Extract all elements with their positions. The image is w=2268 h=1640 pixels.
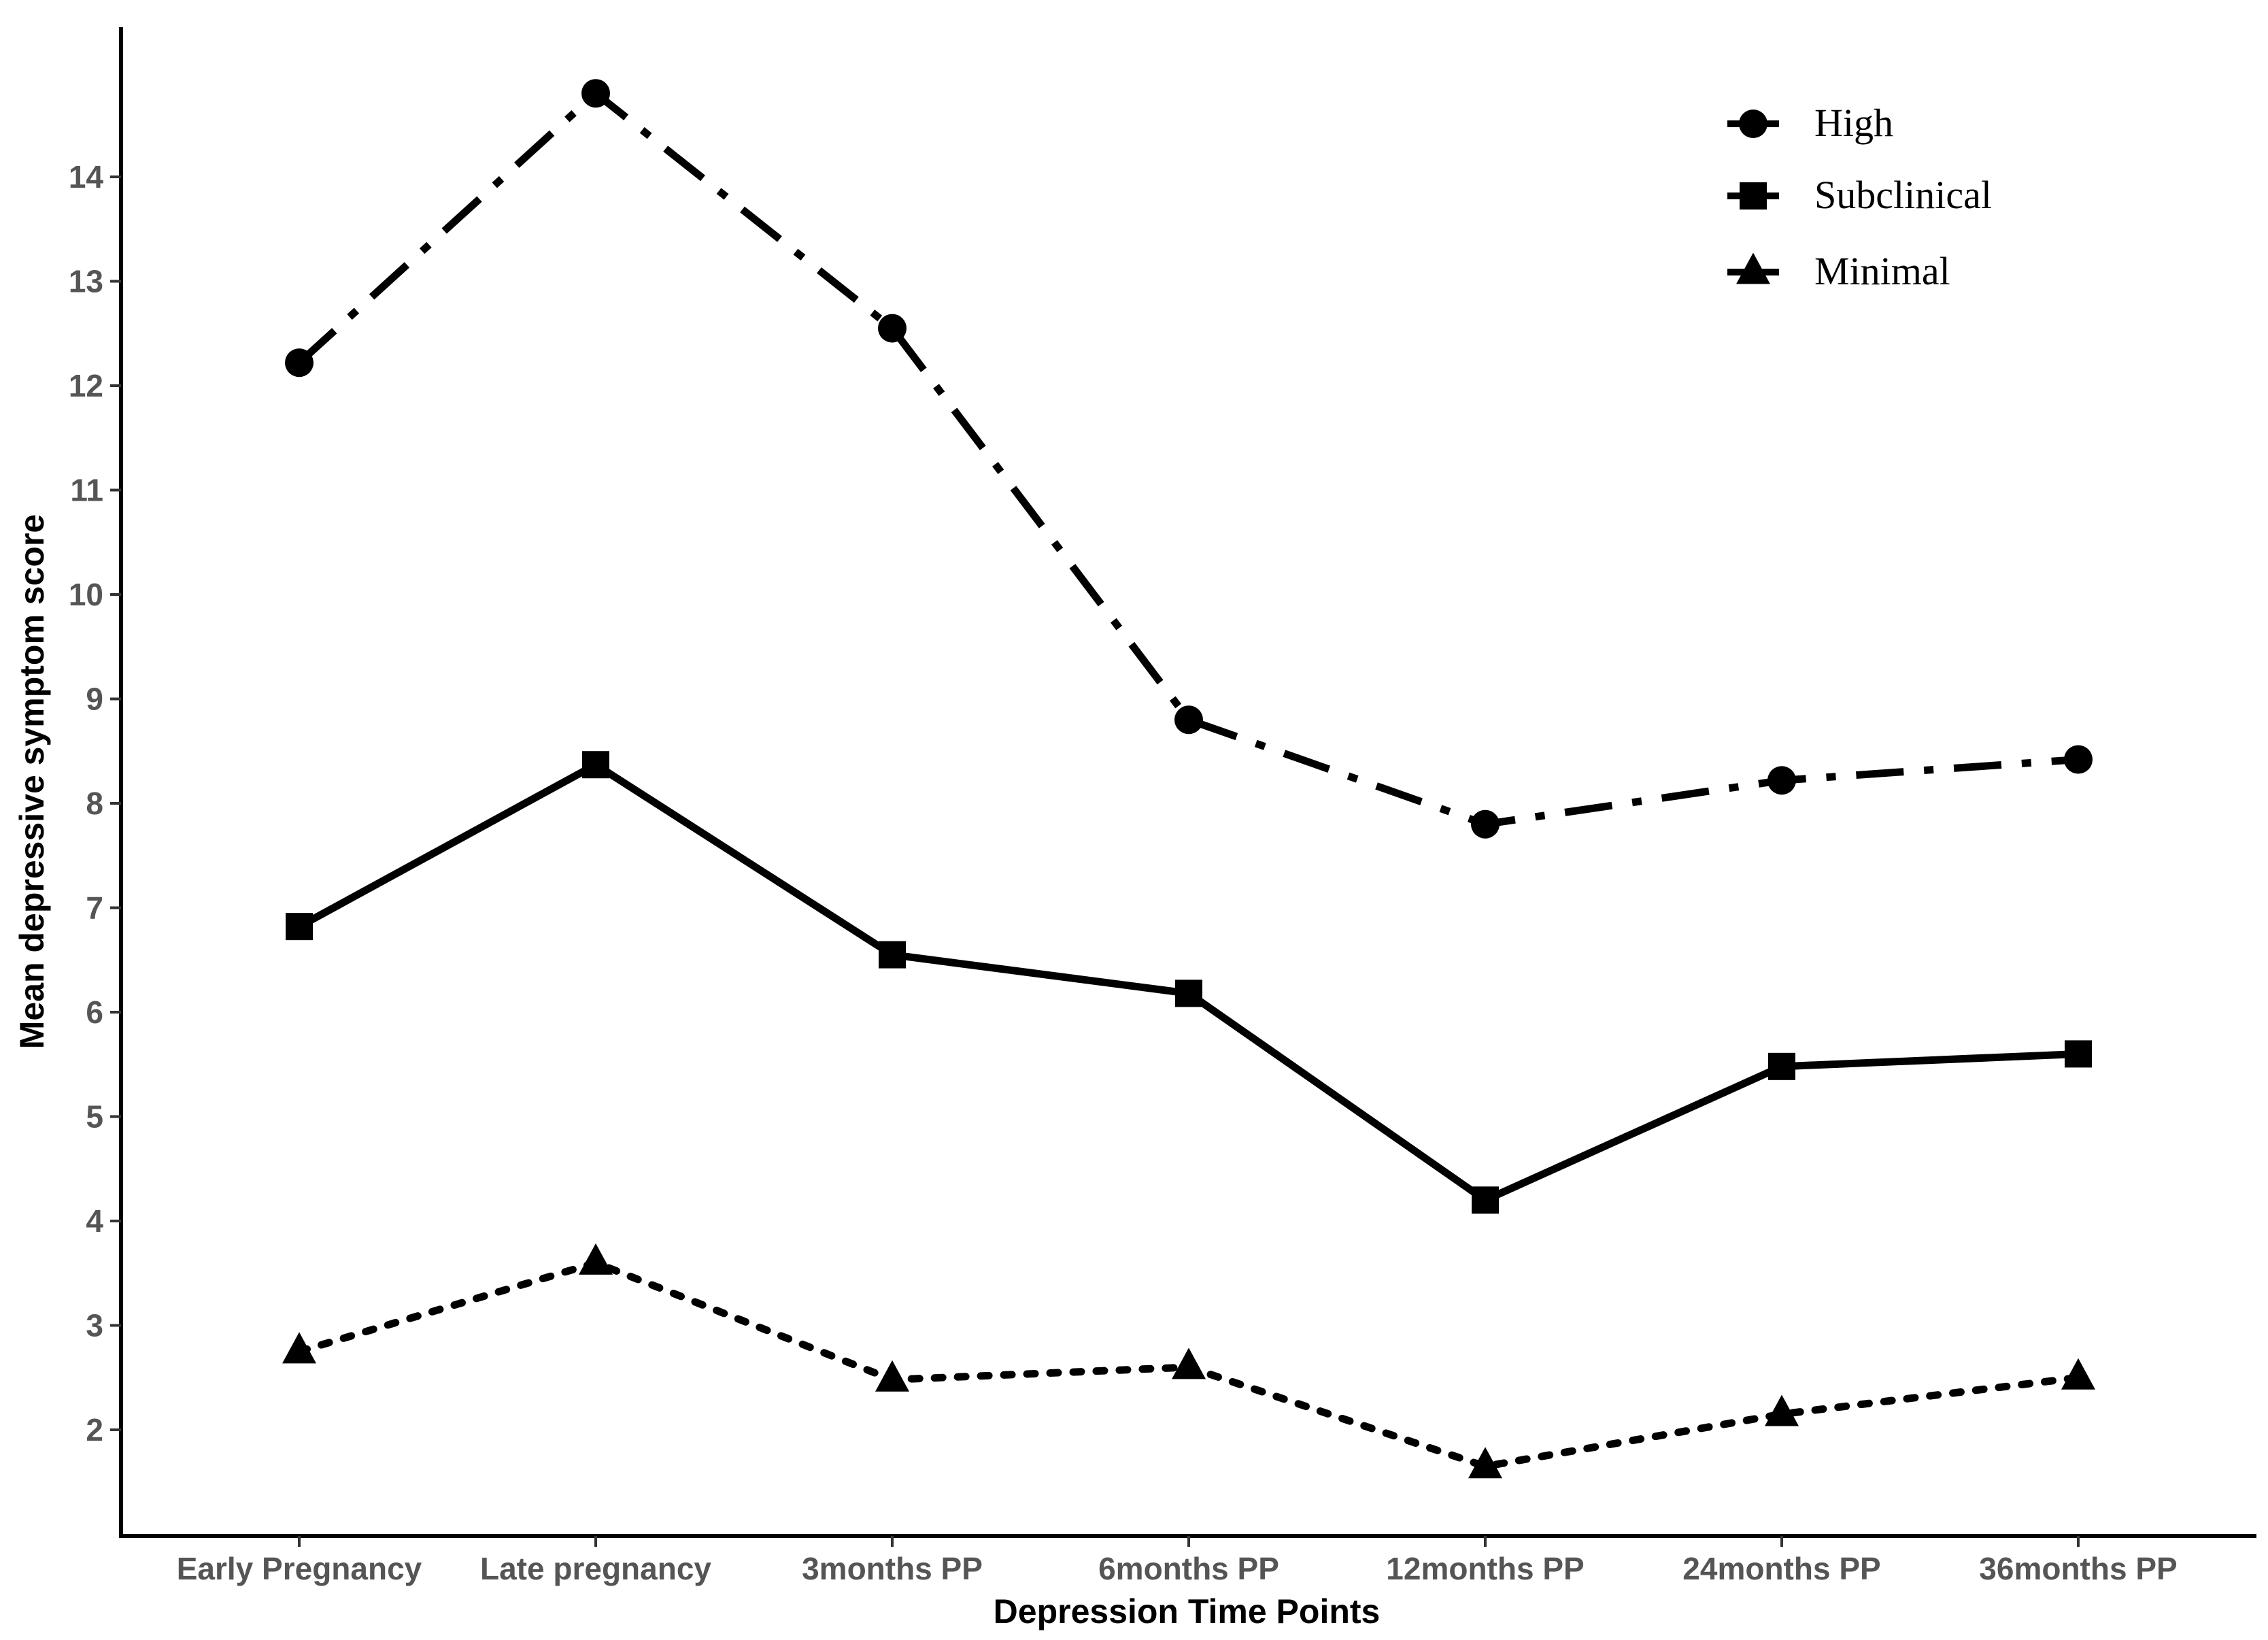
legend-label-minimal: Minimal xyxy=(1814,249,1950,293)
y-tick-label: 12 xyxy=(69,368,103,403)
y-tick-label: 8 xyxy=(86,786,103,821)
point-high-1 xyxy=(581,79,610,108)
legend-label-high: High xyxy=(1814,101,1893,145)
point-minimal-4 xyxy=(1468,1447,1502,1479)
y-tick-label: 7 xyxy=(86,890,103,926)
y-tick-label: 3 xyxy=(86,1308,103,1343)
point-subclinical-3 xyxy=(1175,980,1202,1007)
y-ticks: 2 3 4 5 6 7 8 9 10 11 12 13 14 xyxy=(69,159,121,1447)
x-tick-label: Late pregnancy xyxy=(480,1551,711,1586)
x-tick-label: 6months PP xyxy=(1098,1551,1279,1586)
legend-marker-minimal xyxy=(1736,252,1770,284)
point-subclinical-4 xyxy=(1472,1186,1499,1214)
point-subclinical-6 xyxy=(2065,1040,2092,1068)
point-high-5 xyxy=(1767,766,1796,795)
point-high-4 xyxy=(1471,809,1500,839)
point-minimal-2 xyxy=(875,1360,909,1392)
point-minimal-1 xyxy=(579,1243,613,1275)
x-tick-label: Early Pregnancy xyxy=(177,1551,422,1586)
point-subclinical-0 xyxy=(286,913,313,941)
point-high-6 xyxy=(2064,745,2093,774)
point-subclinical-2 xyxy=(879,941,906,969)
y-tick-label: 13 xyxy=(69,264,103,299)
x-tick-label: 24months PP xyxy=(1682,1551,1880,1586)
x-tick-label: 12months PP xyxy=(1386,1551,1584,1586)
y-tick-label: 5 xyxy=(86,1099,103,1135)
point-subclinical-1 xyxy=(582,751,609,779)
y-tick-label: 2 xyxy=(86,1412,103,1447)
legend: High Subclinical Minimal xyxy=(1727,101,1992,293)
y-tick-label: 9 xyxy=(86,682,103,717)
x-ticks: Early Pregnancy Late pregnancy 3months PP 6… xyxy=(177,1536,2178,1586)
y-axis-title: Mean depressive symptom score xyxy=(13,514,51,1049)
point-minimal-3 xyxy=(1172,1348,1206,1379)
point-high-0 xyxy=(285,348,314,378)
point-minimal-6 xyxy=(2061,1358,2095,1390)
y-tick-label: 11 xyxy=(70,473,103,508)
legend-label-subclinical: Subclinical xyxy=(1814,173,1992,217)
y-tick-label: 4 xyxy=(86,1203,103,1239)
series-lines xyxy=(295,89,2082,1471)
x-axis-title: Depression Time Points xyxy=(994,1592,1381,1630)
x-tick-label: 36months PP xyxy=(1979,1551,2177,1586)
point-minimal-0 xyxy=(282,1332,316,1364)
y-tick-label: 14 xyxy=(69,159,104,195)
series-markers xyxy=(282,79,2095,1479)
x-tick-label: 3months PP xyxy=(802,1551,983,1586)
point-high-2 xyxy=(878,314,907,343)
point-high-3 xyxy=(1174,705,1203,735)
y-tick-label: 10 xyxy=(69,577,103,612)
point-minimal-5 xyxy=(1765,1394,1799,1426)
point-subclinical-5 xyxy=(1768,1052,1795,1080)
y-tick-label: 6 xyxy=(86,994,103,1030)
